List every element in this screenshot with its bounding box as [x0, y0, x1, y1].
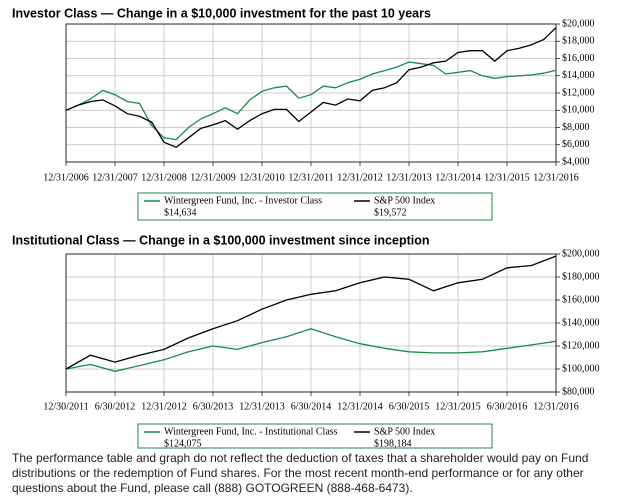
- legend-label: S&P 500 Index: [374, 426, 435, 437]
- x-tick-label: 12/31/2014: [337, 401, 383, 412]
- x-tick-label: 12/31/2015: [484, 172, 530, 183]
- y-tick-label: $18,000: [562, 36, 595, 47]
- y-tick-label: $160,000: [562, 294, 600, 305]
- y-tick-label: $140,000: [562, 317, 600, 328]
- chart-title: Institutional Class — Change in a $100,0…: [12, 233, 429, 247]
- footnote: The performance table and graph do not r…: [12, 451, 589, 495]
- x-tick-label: 12/31/2007: [92, 172, 138, 183]
- x-tick-label: 12/31/2010: [239, 172, 285, 183]
- x-tick-label: 12/31/2011: [288, 172, 333, 183]
- x-tick-label: 12/31/2012: [337, 172, 383, 183]
- series-line: [65, 61, 557, 141]
- x-tick-label: 12/31/2009: [190, 172, 236, 183]
- legend-value: $19,572: [374, 207, 407, 218]
- legend-box: [137, 192, 493, 221]
- x-tick-label: 6/30/2016: [487, 401, 528, 412]
- legend-label: S&P 500 Index: [374, 195, 435, 206]
- legend-value: $14,634: [164, 207, 197, 218]
- x-tick-label: 12/31/2012: [141, 401, 187, 412]
- x-tick-label: 6/30/2013: [193, 401, 234, 412]
- legend-label: Wintergreen Fund, Inc. - Investor Class: [164, 195, 322, 206]
- y-tick-label: $20,000: [562, 18, 595, 29]
- y-tick-label: $6,000: [562, 139, 590, 150]
- y-tick-label: $180,000: [562, 271, 600, 282]
- x-tick-label: 12/31/2014: [435, 172, 481, 183]
- x-tick-label: 6/30/2012: [95, 401, 136, 412]
- y-tick-label: $12,000: [562, 87, 595, 98]
- y-tick-label: $80,000: [562, 386, 595, 397]
- x-tick-label: 12/31/2006: [43, 172, 89, 183]
- series-line: [65, 27, 557, 149]
- series-line: [65, 255, 557, 370]
- x-tick-label: 12/31/2015: [435, 401, 481, 412]
- plot-frame: [65, 23, 557, 163]
- series-line: [65, 328, 557, 372]
- y-tick-label: $100,000: [562, 363, 600, 374]
- chart-title: Investor Class — Change in a $10,000 inv…: [12, 6, 431, 20]
- legend-value: $124,075: [164, 438, 202, 449]
- x-tick-label: 6/30/2015: [389, 401, 430, 412]
- legend-value: $198,184: [374, 438, 412, 449]
- y-tick-label: $4,000: [562, 156, 590, 167]
- legend-box: [137, 423, 493, 449]
- x-tick-label: 6/30/2014: [291, 401, 332, 412]
- x-tick-label: 12/31/2013: [239, 401, 285, 412]
- y-tick-label: $200,000: [562, 248, 600, 259]
- x-tick-label: 12/31/2008: [141, 172, 187, 183]
- charts: Investor Class — Change in a $10,000 inv…: [12, 6, 600, 449]
- x-tick-label: 12/31/2013: [386, 172, 432, 183]
- y-tick-label: $14,000: [562, 70, 595, 81]
- x-tick-label: 12/31/2016: [533, 401, 579, 412]
- plot-frame: [65, 253, 557, 393]
- y-tick-label: $10,000: [562, 105, 595, 116]
- y-tick-label: $8,000: [562, 122, 590, 133]
- y-tick-label: $120,000: [562, 340, 600, 351]
- y-tick-label: $16,000: [562, 53, 595, 64]
- legend-label: Wintergreen Fund, Inc. - Institutional C…: [164, 426, 338, 437]
- x-tick-label: 12/31/2016: [533, 172, 579, 183]
- x-tick-label: 12/30/2011: [43, 401, 88, 412]
